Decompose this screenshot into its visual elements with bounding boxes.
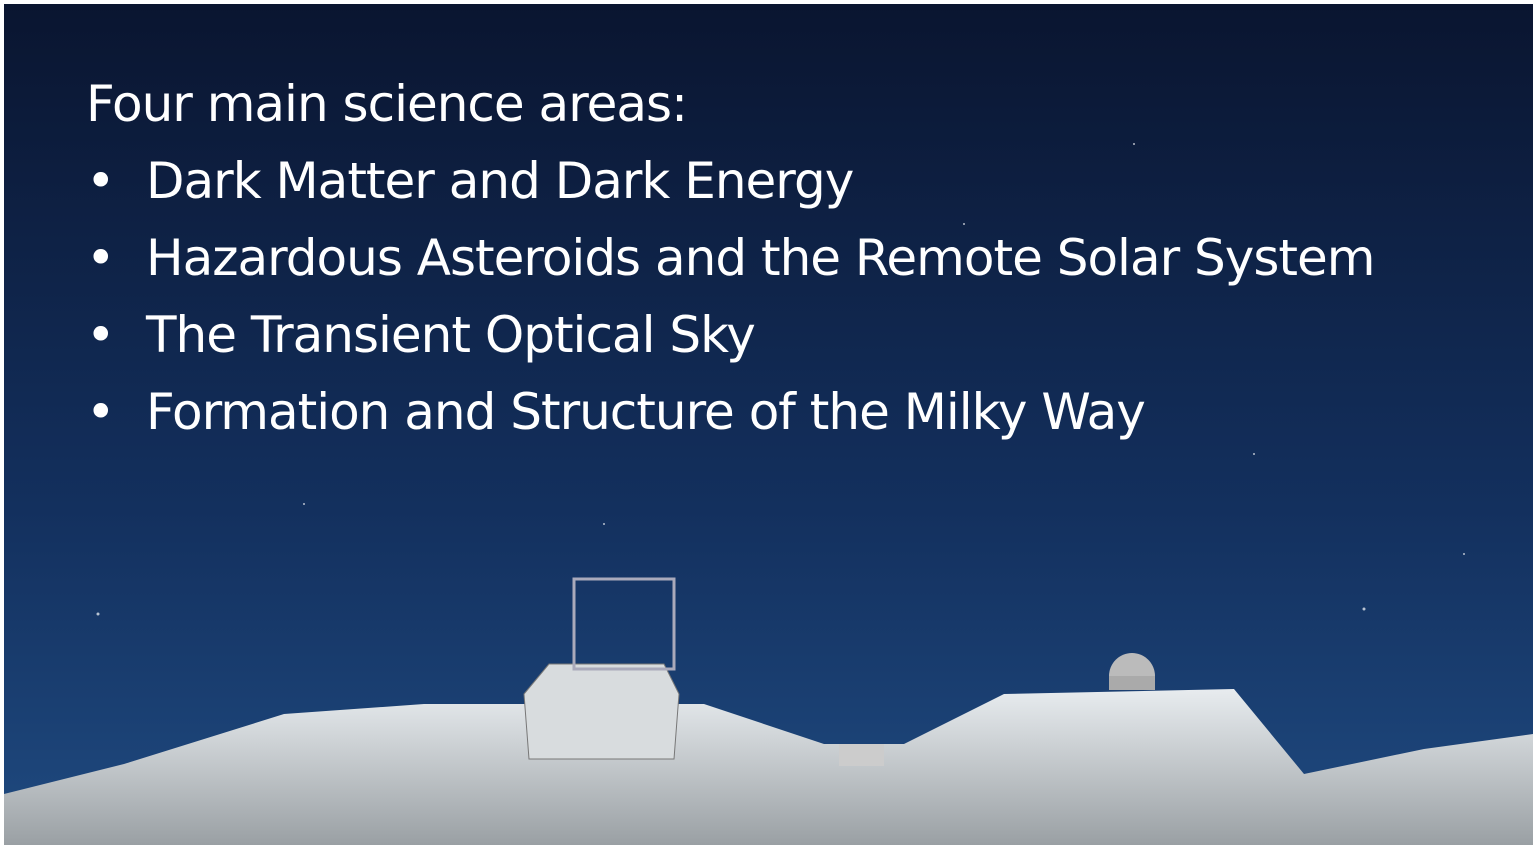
bullet-list: Dark Matter and Dark Energy Hazardous As… (86, 143, 1375, 451)
bullet: Formation and Structure of the Milky Way (86, 374, 1375, 451)
slide: Four main science areas: Dark Matter and… (4, 4, 1533, 845)
bullet: Dark Matter and Dark Energy (86, 143, 1375, 220)
bullet: Hazardous Asteroids and the Remote Solar… (86, 220, 1375, 297)
slide-text: Four main science areas: Dark Matter and… (86, 66, 1375, 451)
bullet: The Transient Optical Sky (86, 297, 1375, 374)
heading: Four main science areas: (86, 75, 688, 133)
